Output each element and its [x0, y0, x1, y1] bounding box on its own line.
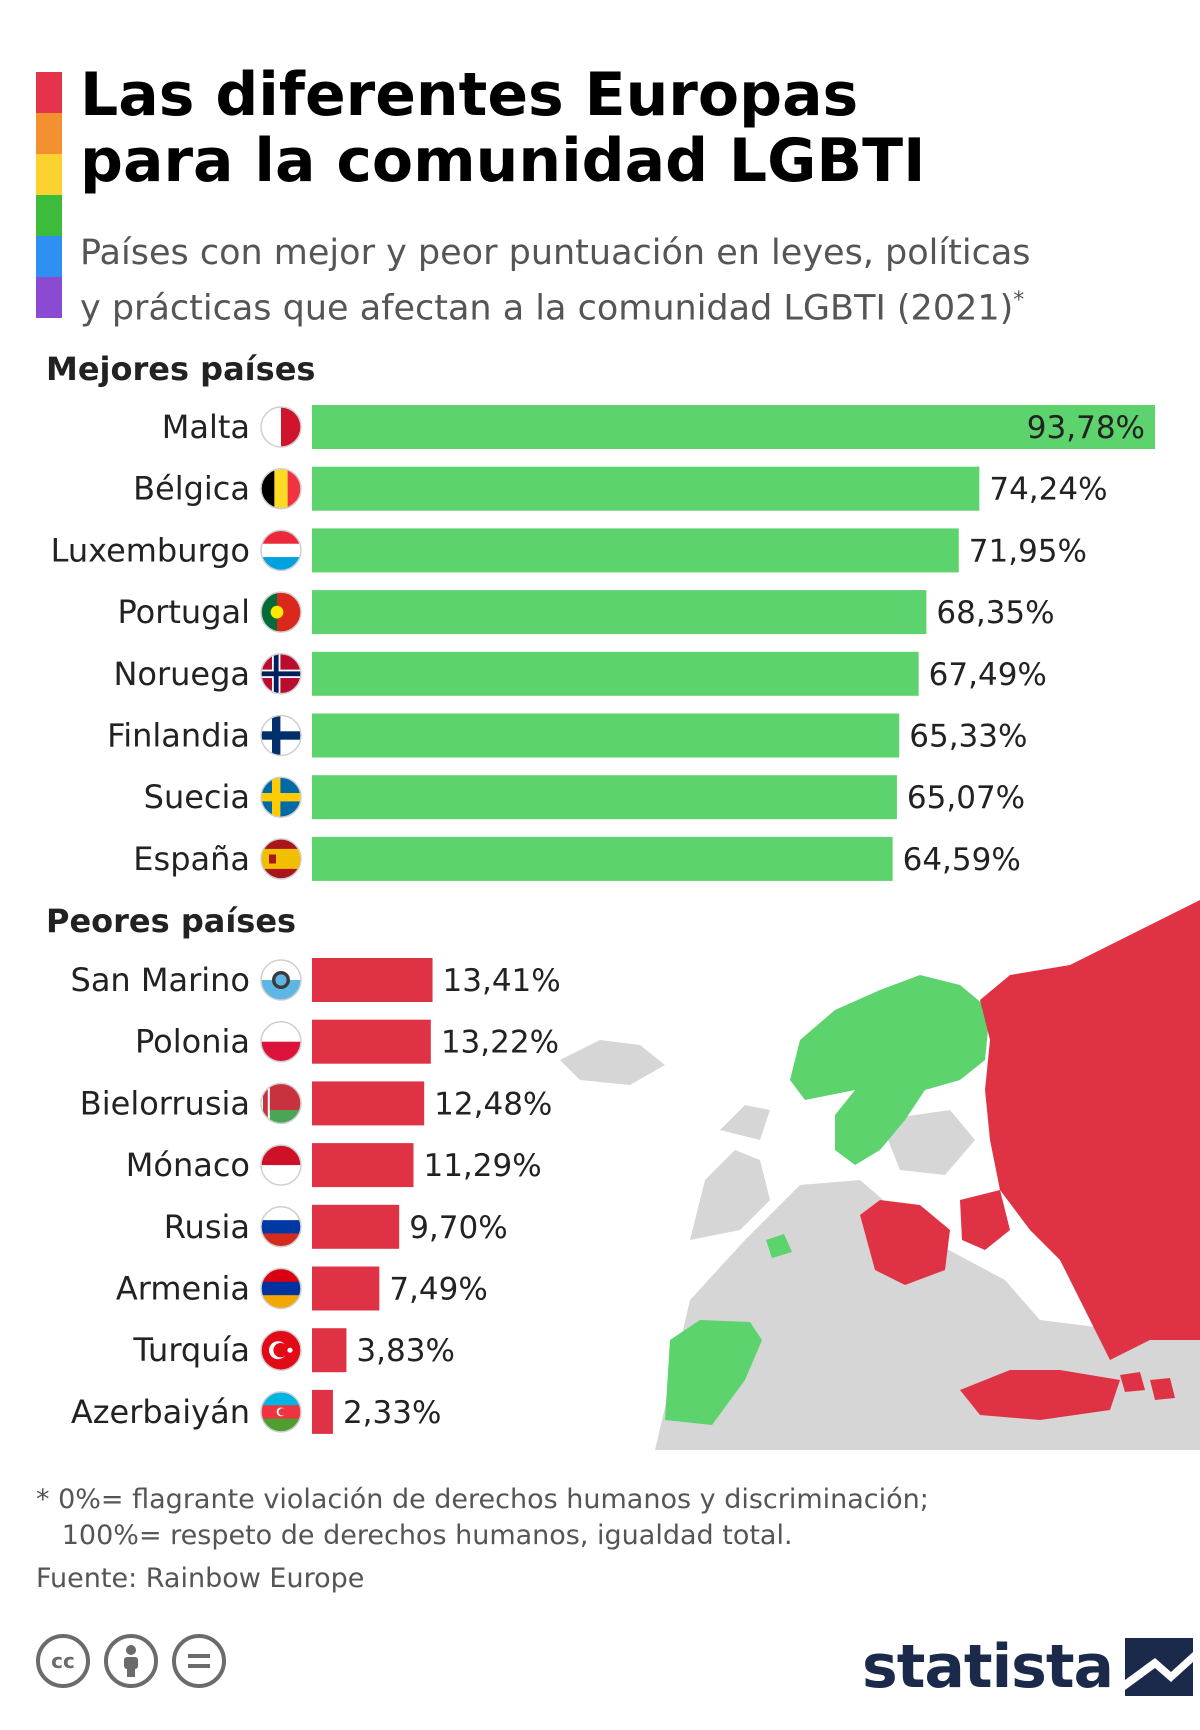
- category-label: España: [133, 840, 250, 878]
- value-label: 65,07%: [907, 780, 1025, 816]
- flag-luxembourg-icon: [260, 529, 302, 572]
- category-label: Armenia: [116, 1270, 250, 1308]
- value-label: 74,24%: [989, 472, 1107, 508]
- value-label: 64,59%: [903, 842, 1021, 878]
- bar-malta: [312, 405, 1155, 449]
- flag-russia-icon: [260, 1206, 302, 1248]
- source-note: Fuente: Rainbow Europe: [36, 1563, 365, 1594]
- by-icon[interactable]: [104, 1634, 158, 1688]
- chart-title: Las diferentes Europas para la comunidad…: [80, 62, 925, 194]
- bar-españa: [312, 836, 893, 881]
- rainbow-segment: [36, 195, 62, 236]
- chart-subtitle: Países con mejor y peor puntuación en le…: [80, 230, 1031, 333]
- flag-armenia-icon: [260, 1267, 302, 1310]
- bar-rusia: [312, 1204, 400, 1249]
- value-label: 12,48%: [434, 1086, 552, 1122]
- section-heading-best: Mejores países: [46, 350, 316, 388]
- rainbow-stripe: [36, 72, 62, 318]
- logo-text: statista: [862, 1632, 1114, 1702]
- map-worst-countries: [860, 900, 1200, 1420]
- category-label: Suecia: [144, 778, 250, 816]
- category-label: Rusia: [164, 1208, 250, 1246]
- category-label: Polonia: [135, 1023, 250, 1061]
- value-label: 11,29%: [423, 1148, 541, 1184]
- category-label: Bélgica: [133, 470, 250, 508]
- category-label: Bielorrusia: [80, 1084, 250, 1122]
- subtitle-line-1: Países con mejor y peor puntuación en le…: [80, 233, 1031, 273]
- flag-belarus-icon: [260, 1082, 302, 1125]
- title-line-1: Las diferentes Europas: [80, 60, 859, 130]
- bar-armenia: [312, 1266, 380, 1311]
- flag-poland-icon: [260, 1020, 302, 1063]
- footnote-line-2: 100%= respeto de derechos humanos, igual…: [36, 1520, 793, 1551]
- category-label: Turquía: [132, 1331, 250, 1369]
- bar-finlandia: [312, 713, 900, 758]
- value-label: 13,22%: [441, 1025, 559, 1061]
- bar-luxemburgo: [312, 528, 959, 573]
- bar-azerbaiyán: [312, 1389, 333, 1434]
- flag-san-marino-icon: [260, 959, 302, 1001]
- value-label: 3,83%: [356, 1333, 454, 1369]
- value-label: 68,35%: [936, 595, 1054, 631]
- bar-polonia: [312, 1019, 431, 1064]
- cc-icon[interactable]: cc: [36, 1634, 90, 1688]
- bar-noruega: [312, 651, 919, 696]
- bar-portugal: [312, 590, 927, 635]
- category-label: Portugal: [117, 593, 250, 631]
- statista-logo[interactable]: statista: [862, 1632, 1194, 1702]
- rainbow-segment: [36, 236, 62, 277]
- flag-spain-icon: [260, 838, 302, 880]
- footnote: * 0%= flagrante violación de derechos hu…: [36, 1482, 929, 1554]
- bar-mónaco: [312, 1143, 414, 1188]
- map-best-countries: [665, 975, 990, 1425]
- bar-turquía: [312, 1328, 347, 1373]
- bar-bélgica: [312, 466, 980, 511]
- subtitle-line-2-text: y prácticas que afectan a la comunidad L…: [80, 288, 1014, 329]
- value-label: 2,33%: [343, 1395, 441, 1431]
- subtitle-footnote-mark: *: [1013, 288, 1025, 313]
- rainbow-segment: [36, 72, 62, 113]
- flag-malta-icon: [260, 406, 302, 448]
- rainbow-segment: [36, 113, 62, 154]
- bar-suecia: [312, 775, 897, 820]
- subtitle-line-2: y prácticas que afectan a la comunidad L…: [80, 277, 1031, 333]
- flag-monaco-icon: [260, 1144, 302, 1186]
- rainbow-segment: [36, 154, 62, 195]
- value-label: 13,41%: [443, 963, 561, 999]
- section-heading-worst: Peores países: [46, 902, 297, 940]
- value-label: 9,70%: [409, 1210, 507, 1246]
- value-label: 93,78%: [1027, 410, 1145, 446]
- bar-chart: Malta 93,78% Bélgica 74,24% Luxemburgo 71,95%…: [51, 405, 1155, 1434]
- flag-sweden-icon: [260, 776, 302, 818]
- bar-san-marino: [312, 958, 433, 1002]
- logo-mark-icon: [1125, 1638, 1194, 1696]
- footnote-line-1: * 0%= flagrante violación de derechos hu…: [36, 1484, 929, 1515]
- title-line-2: para la comunidad LGBTI: [80, 126, 926, 196]
- value-label: 7,49%: [389, 1272, 487, 1308]
- category-label: Luxemburgo: [51, 531, 250, 569]
- bar-bielorrusia: [312, 1081, 425, 1126]
- category-label: Finlandia: [107, 717, 250, 755]
- license-icons: cc: [36, 1634, 226, 1688]
- flag-norway-icon: [260, 653, 302, 695]
- rainbow-segment: [36, 277, 62, 318]
- nd-icon[interactable]: [172, 1634, 226, 1688]
- flag-turkey-icon: [260, 1329, 302, 1371]
- value-label: 71,95%: [969, 533, 1087, 569]
- flag-azerbaijan-icon: [260, 1391, 302, 1433]
- category-label: Noruega: [113, 655, 250, 693]
- value-label: 65,33%: [909, 719, 1027, 755]
- value-label: 67,49%: [929, 657, 1047, 693]
- category-label: San Marino: [71, 961, 251, 999]
- category-label: Mónaco: [126, 1146, 250, 1184]
- category-label: Azerbaiyán: [71, 1393, 250, 1431]
- category-label: Malta: [162, 408, 250, 446]
- flag-portugal-icon: [260, 591, 302, 633]
- flag-finland-icon: [260, 714, 302, 757]
- flag-belgium-icon: [260, 467, 302, 510]
